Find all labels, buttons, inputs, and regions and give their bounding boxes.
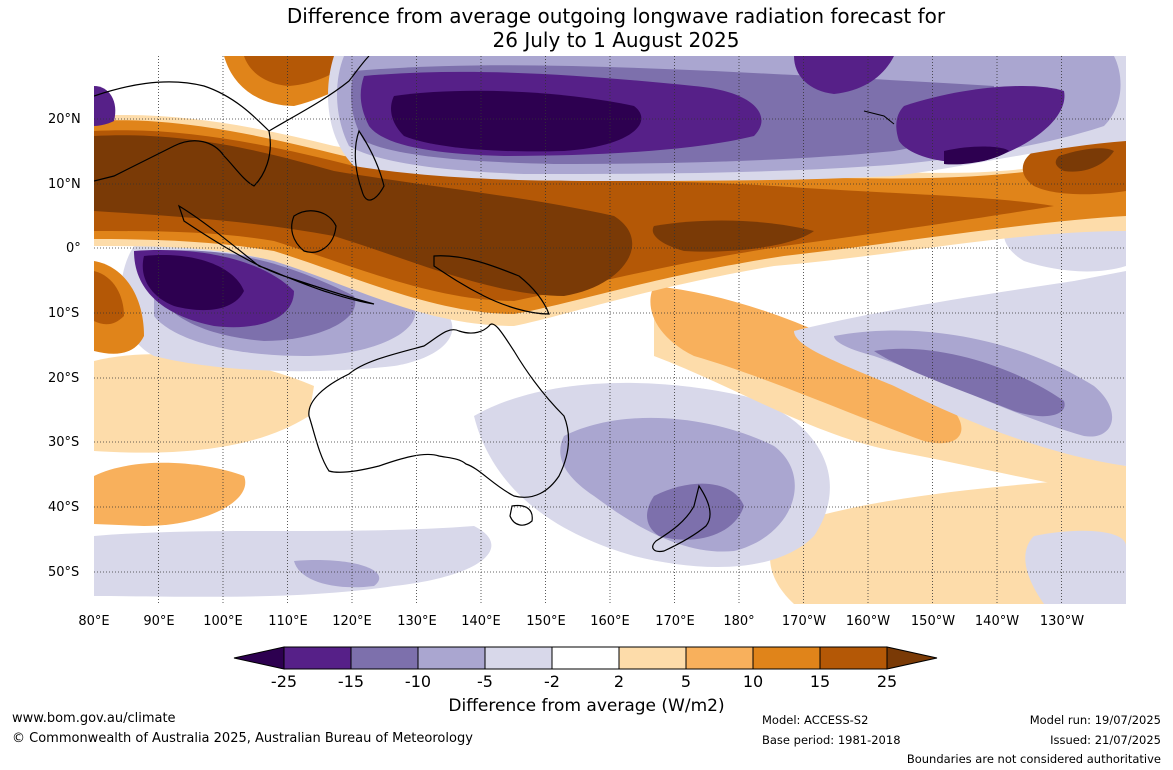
- colorbar-title: Difference from average (W/m2): [448, 696, 725, 716]
- lon-label-90e: 90°E: [143, 614, 175, 629]
- contour-south-lavender-patch: [294, 560, 380, 588]
- colorbar-segment-minus-25-to-minus-15: [283, 646, 352, 670]
- contour-nw-purple-tip: [94, 86, 116, 126]
- colorbar-segment-below-minus-25: [233, 646, 285, 670]
- lon-label-170e: 170°E: [655, 614, 695, 629]
- footer-model-run: Model run: 19/07/2025: [1029, 713, 1161, 727]
- lat-label-20n: 20°N: [48, 112, 81, 127]
- colorbar: [233, 646, 938, 670]
- lon-label-150w: 150°W: [910, 614, 956, 629]
- contour-north-purple-2: [794, 56, 894, 94]
- colorbar-tick-5: 5: [680, 672, 692, 691]
- coastline-tasmania: [509, 504, 533, 526]
- lon-label-110e: 110°E: [268, 614, 308, 629]
- map-title-line-1: Difference from average outgoing longwav…: [286, 4, 946, 28]
- footer-disclaimer: Boundaries are not considered authoritat…: [906, 752, 1161, 766]
- lat-label-10n: 10°N: [48, 177, 81, 192]
- colorbar-segment-10-to-15: [752, 646, 821, 670]
- colorbar-segment-minus-5-to-minus-2: [484, 646, 553, 670]
- colorbar-segment-minus-2-to-2: [551, 646, 620, 670]
- lon-label-160w: 160°W: [845, 614, 891, 629]
- lon-label-100e: 100°E: [203, 614, 243, 629]
- colorbar-tick-25: 25: [876, 672, 898, 691]
- lat-label-0: 0°: [66, 241, 81, 256]
- contour-spcz-orange: [650, 286, 962, 444]
- contour-cep-dark: [874, 348, 1065, 417]
- coastline-new-zealand: [652, 484, 711, 553]
- colorbar-segment-5-to-10: [685, 646, 754, 670]
- contour-equatorial-darkest: [94, 135, 633, 296]
- lon-label-120e: 120°E: [332, 614, 372, 629]
- colorbar-segment-minus-15-to-minus-10: [350, 646, 419, 670]
- coastline-australia: [308, 323, 570, 498]
- lon-label-140w: 140°W: [974, 614, 1020, 629]
- footer-website: www.bom.gov.au/climate: [12, 711, 176, 726]
- contour-southpacific-lavender: [1025, 530, 1126, 604]
- colorbar-tick-15: 15: [809, 672, 831, 691]
- lat-label-40s: 40°S: [48, 500, 80, 515]
- lon-label-160e: 160°E: [590, 614, 630, 629]
- lon-label-130e: 130°E: [397, 614, 437, 629]
- lon-label-140e: 140°E: [461, 614, 501, 629]
- colorbar-tick-minus-25: -25: [270, 672, 298, 691]
- contour-south-lavender-band: [94, 526, 492, 597]
- lat-label-20s: 20°S: [48, 371, 80, 386]
- contour-npac-darkest: [391, 90, 642, 152]
- lat-label-10s: 10°S: [48, 306, 80, 321]
- footer-base-period: Base period: 1981-2018: [762, 733, 901, 747]
- colorbar-segment-minus-10-to-minus-5: [417, 646, 486, 670]
- lon-label-80e: 80°E: [78, 614, 110, 629]
- contour-asia-brown: [244, 56, 354, 86]
- colorbar-segment-2-to-5: [618, 646, 687, 670]
- contour-east-darkest: [1055, 148, 1114, 172]
- contour-ne-purple-patch: [896, 86, 1065, 163]
- coastline-se-asia: [94, 81, 271, 187]
- colorbar-tick-minus-5: -5: [477, 672, 493, 691]
- coastline-philippines: [354, 129, 385, 201]
- lat-label-30s: 30°S: [48, 435, 80, 450]
- contour-west-brown: [94, 271, 124, 325]
- lon-label-180: 180°: [723, 614, 755, 629]
- contour-central-darkest: [652, 220, 814, 252]
- map-title-line-2: 26 July to 1 August 2025: [492, 28, 740, 52]
- contour-southwest-light: [94, 354, 314, 453]
- coastline-hawaii: [863, 110, 895, 125]
- coastline-new-guinea: [433, 255, 550, 315]
- footer-model: Model: ACCESS-S2: [762, 713, 869, 727]
- footer-issued: Issued: 21/07/2025: [1050, 733, 1161, 747]
- contour-indian-darkest: [142, 255, 244, 311]
- footer-copyright: © Commonwealth of Australia 2025, Austra…: [12, 731, 473, 746]
- coastline-borneo: [291, 210, 337, 253]
- colorbar-segment-above-25: [886, 646, 938, 670]
- map-gridlines: [94, 56, 1126, 604]
- contour-southwest-mid: [94, 462, 246, 526]
- colorbar-tick-minus-15: -15: [337, 672, 365, 691]
- contour-ne-darkest: [944, 146, 1009, 165]
- anomaly-map-svg: [94, 56, 1126, 604]
- lon-label-170w: 170°W: [781, 614, 827, 629]
- contour-nz-dark: [647, 483, 744, 540]
- lon-label-150e: 150°E: [526, 614, 566, 629]
- lat-label-50s: 50°S: [48, 565, 80, 580]
- colorbar-tick-10: 10: [742, 672, 764, 691]
- anomaly-map: [94, 56, 1126, 604]
- colorbar-tick-minus-10: -10: [404, 672, 432, 691]
- colorbar-tick-2: 2: [613, 672, 625, 691]
- lon-label-130w: 130°W: [1039, 614, 1085, 629]
- colorbar-segment-15-to-25: [819, 646, 888, 670]
- colorbar-tick-minus-2: -2: [544, 672, 560, 691]
